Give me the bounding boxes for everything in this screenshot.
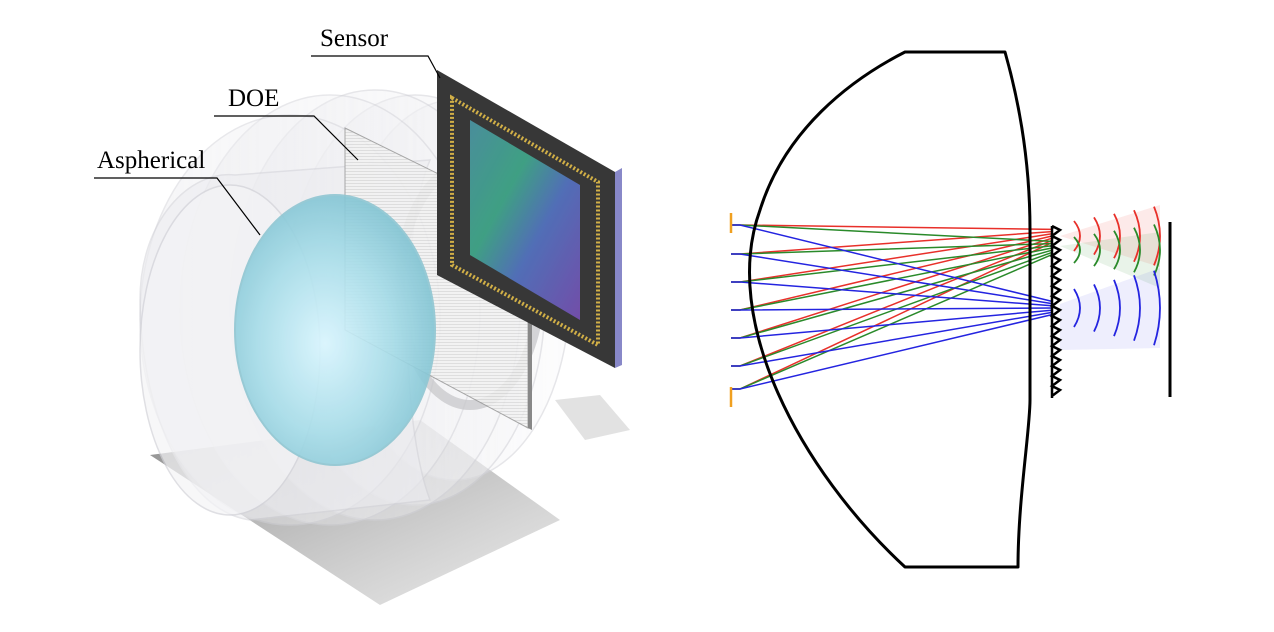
sensor-leader [311, 55, 441, 79]
leader-lines [94, 55, 441, 236]
sensor-shadow [555, 395, 630, 440]
doe-leader [214, 115, 359, 161]
blue-wavefront-arc [1153, 270, 1161, 346]
green-wavefront-arc [1133, 227, 1141, 273]
blue-wavefront-arc [1113, 279, 1121, 337]
red-wavefront-arc [1153, 206, 1161, 266]
blue-wavefront-arc [1133, 275, 1141, 341]
ray-trace-diagram [729, 50, 1172, 569]
green-wavefront-fan [1060, 232, 1160, 288]
blue-ray [731, 309, 1053, 339]
blue-ray [731, 224, 1053, 303]
red-wavefront-arc [1073, 220, 1081, 252]
image-sensor [437, 70, 622, 368]
aspherical-lens [234, 194, 436, 466]
doe-sawtooth [1049, 224, 1063, 398]
sensor-label: Sensor [320, 25, 389, 52]
green-ray [731, 242, 1053, 255]
red-wavefront-arc [1113, 213, 1121, 259]
green-wavefront-arc [1093, 233, 1101, 267]
blue-wavefront-arc [1093, 284, 1101, 332]
blue-ray [731, 281, 1053, 307]
wavefront-arcs [1073, 206, 1161, 346]
red-ray [731, 235, 1053, 311]
blue-wavefront-arc [1073, 288, 1081, 328]
blue-ray [731, 307, 1053, 311]
blue-ray [731, 311, 1053, 367]
red-wavefront-arc [1093, 216, 1101, 256]
aspherical-label: Aspherical [97, 147, 205, 174]
blue-ray [731, 253, 1053, 305]
red-wavefront-fan [1060, 205, 1160, 267]
red-wavefront-arc [1133, 209, 1141, 263]
aspherical-leader [94, 177, 261, 236]
doe-label: DOE [228, 85, 279, 112]
green-wavefront-arc [1153, 224, 1161, 276]
green-wavefront-arc [1073, 236, 1081, 264]
rays [731, 224, 1053, 390]
green-wavefront-arc [1113, 230, 1121, 270]
lens-outline [748, 50, 1032, 569]
blue-wavefront-fan [1060, 268, 1160, 350]
exploded-lens-illustration: Sensor DOE Aspherical [94, 25, 630, 605]
blue-ray [731, 313, 1053, 390]
